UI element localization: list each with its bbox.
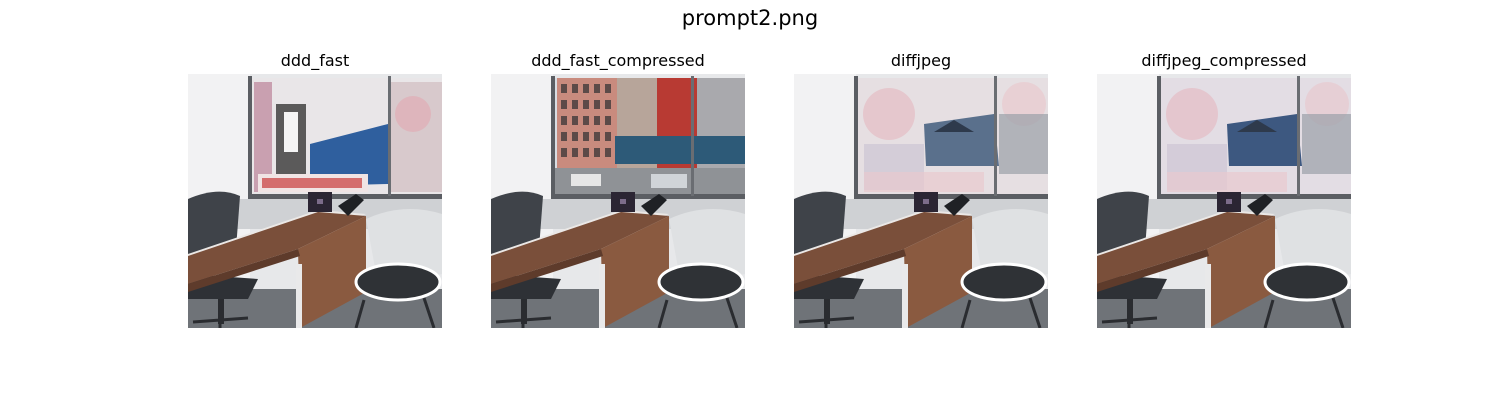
chair-back (794, 191, 846, 254)
desk-panel (601, 216, 669, 328)
window-mullion (388, 76, 391, 196)
office-image (491, 74, 745, 328)
laptop-logo (317, 199, 323, 204)
chair-base (1101, 314, 1158, 328)
office-image (1097, 74, 1351, 328)
panel-title: diffjpeg_compressed (1141, 51, 1307, 70)
panel-title: diffjpeg (890, 51, 952, 70)
desk-phone (1247, 194, 1273, 216)
office-image (188, 74, 442, 328)
window-sill (1157, 194, 1351, 199)
window-frame (854, 76, 858, 200)
window-sill (248, 194, 442, 199)
guest-chair-legs (354, 297, 436, 328)
chair-back (188, 191, 240, 254)
desk-edge (188, 249, 300, 292)
desk-top (794, 212, 972, 284)
desk-leg (902, 264, 908, 328)
window-view (856, 78, 1048, 196)
panel-diffjpeg-compressed: diffjpeg_compressed (1097, 50, 1351, 328)
panel-ddd-fast-compressed: ddd_fast_compressed (491, 50, 745, 328)
desk-panel (298, 216, 366, 328)
chair-back (491, 191, 543, 254)
guest-chair-seat (960, 262, 1048, 302)
guest-chair-legs (1263, 297, 1345, 328)
guest-chair-seat (354, 262, 442, 302)
desk-edge (794, 249, 906, 292)
window-mullion (691, 76, 694, 196)
guest-chair-seat (657, 262, 745, 302)
window-view (1159, 78, 1351, 196)
panel-diffjpeg: diffjpeg (794, 50, 1048, 328)
desk-edge (491, 249, 603, 292)
desk-top (1097, 212, 1275, 284)
desk-phone (944, 194, 970, 216)
chair-post (218, 299, 224, 324)
window-sill (551, 194, 745, 199)
panel-ddd-fast: ddd_fast (188, 50, 442, 328)
chair-post (1127, 299, 1133, 324)
desk-leg (599, 264, 605, 328)
chair-base (192, 314, 249, 328)
window-mullion (994, 76, 997, 196)
window-frame (551, 76, 555, 200)
desk-phone (641, 194, 667, 216)
window-mullion (1297, 76, 1300, 196)
window-view (250, 78, 442, 196)
desk-top (188, 212, 366, 284)
chair-post (824, 299, 830, 324)
laptop-logo (620, 199, 626, 204)
desk-leg (296, 264, 302, 328)
guest-chair-seat (1263, 262, 1351, 302)
window-frame (248, 76, 252, 200)
guest-chair-legs (657, 297, 739, 328)
desk-edge (1097, 249, 1209, 292)
desk-panel (1207, 216, 1275, 328)
panel-title: ddd_fast_compressed (531, 51, 705, 70)
laptop-logo (1226, 199, 1232, 204)
guest-chair-legs (960, 297, 1042, 328)
desk-phone (338, 194, 364, 216)
laptop-logo (923, 199, 929, 204)
window-view (553, 78, 745, 196)
desk-leg (1205, 264, 1211, 328)
window-sill (854, 194, 1048, 199)
chair-base (798, 314, 855, 328)
desk-top (491, 212, 669, 284)
desk-panel (904, 216, 972, 328)
chair-back (1097, 191, 1149, 254)
figure-title: prompt2.png (681, 6, 819, 30)
chair-post (521, 299, 527, 324)
panel-title: ddd_fast (280, 51, 350, 70)
office-image (794, 74, 1048, 328)
window-frame (1157, 76, 1161, 200)
chair-base (495, 314, 552, 328)
